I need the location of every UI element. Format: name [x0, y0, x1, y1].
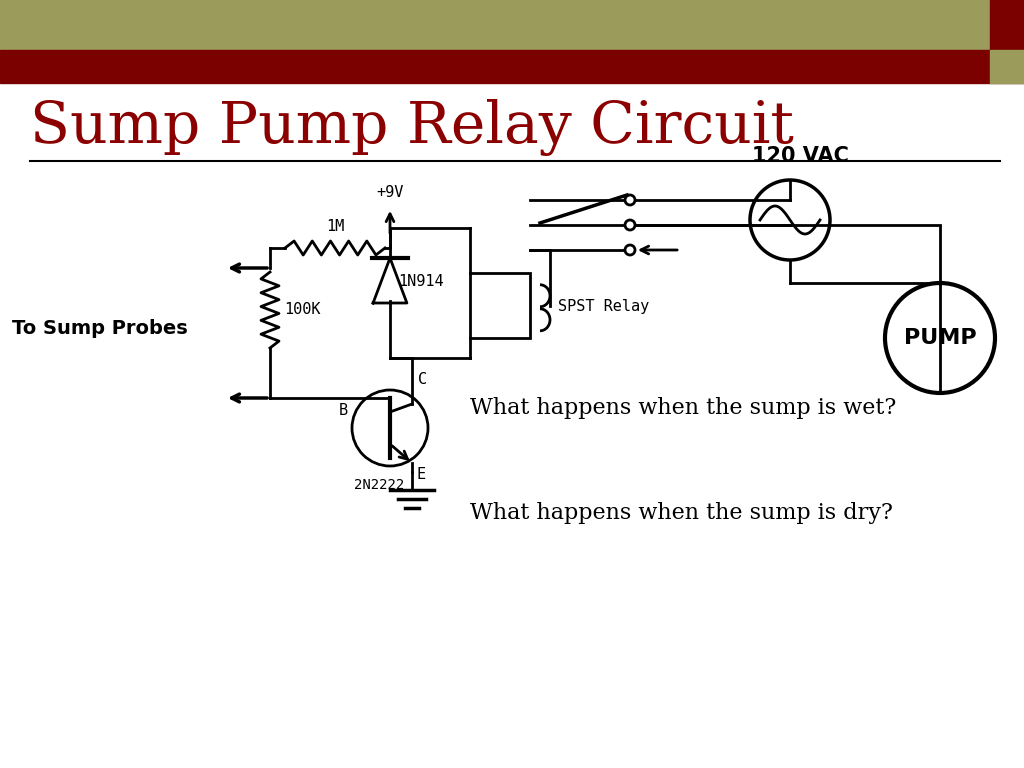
Text: C: C [418, 372, 427, 387]
Text: +9V: +9V [376, 185, 403, 200]
Text: What happens when the sump is wet?: What happens when the sump is wet? [470, 397, 896, 419]
Bar [0, 0, 1024, 50]
Circle shape [625, 245, 635, 255]
Bar [990, 50, 1024, 83]
Bar [470, 273, 530, 338]
Text: 1N914: 1N914 [398, 273, 443, 289]
Circle shape [625, 195, 635, 205]
Text: 2N2222: 2N2222 [354, 478, 404, 492]
Text: E: E [416, 467, 425, 482]
Bar [990, 0, 1024, 50]
Text: What happens when the sump is dry?: What happens when the sump is dry? [470, 502, 893, 524]
Text: B: B [339, 403, 348, 418]
Text: 120 VAC: 120 VAC [752, 146, 849, 166]
Text: SPST Relay: SPST Relay [558, 299, 649, 313]
Text: PUMP: PUMP [904, 328, 976, 348]
Circle shape [625, 220, 635, 230]
Text: To Sump Probes: To Sump Probes [12, 319, 187, 337]
Text: 1M: 1M [326, 219, 344, 234]
Bar [0, 50, 1024, 83]
Text: 100K: 100K [284, 303, 321, 317]
Text: Sump Pump Relay Circuit: Sump Pump Relay Circuit [30, 100, 794, 157]
